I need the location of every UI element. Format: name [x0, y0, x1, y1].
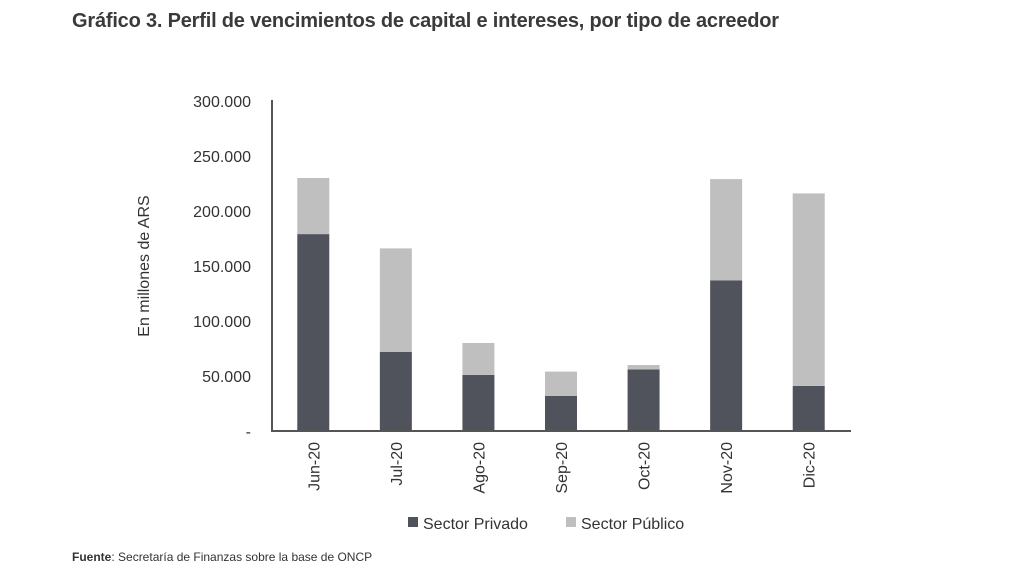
x-tick-label: Jul-20: [389, 442, 406, 486]
bar-sector-privado-ago-20: [462, 374, 495, 431]
legend-swatch: [566, 517, 576, 527]
bar-sector-publico-jul-20: [379, 248, 412, 352]
x-tick-label: Ago-20: [471, 442, 488, 494]
bar-sector-publico-oct-20: [627, 365, 660, 370]
y-tick-label: 300.000: [193, 94, 251, 111]
x-tick-label: Sep-20: [554, 442, 571, 494]
bar-sector-publico-dic-20: [792, 193, 825, 386]
legend: Sector Privado Sector Público: [408, 516, 684, 533]
bar-sector-publico-jun-20: [297, 178, 330, 235]
x-tick-label: Nov-20: [719, 442, 736, 494]
x-tick-label: Jun-20: [306, 442, 323, 491]
y-tick-label: 200.000: [193, 204, 251, 221]
bar-sector-privado-sep-20: [545, 395, 577, 431]
bar-sector-publico-nov-20: [710, 179, 743, 281]
y-tick-label: 150.000: [193, 259, 251, 276]
y-tick-labels: - 50.000 100.000 150.000 200.000 250.000 300.0…: [193, 94, 251, 441]
bars: [297, 178, 825, 431]
y-tick-label: -: [246, 424, 251, 441]
x-tick-label: Oct-20: [637, 442, 654, 490]
chart-title: Gráfico 3. Perfil de vencimientos de cap…: [72, 10, 779, 32]
bar-sector-privado-oct-20: [627, 369, 660, 431]
source-text: : Secretaría de Finanzas sobre la base d…: [111, 550, 373, 564]
y-axis-label: En millones de ARS: [136, 195, 153, 336]
bar-sector-privado-nov-20: [710, 280, 743, 431]
x-tick-labels: Jun-20 Jul-20 Ago-20 Sep-20 Oct-20 Nov-20 Dic-…: [306, 442, 818, 494]
y-tick-label: 100.000: [193, 314, 251, 331]
source-note: Fuente: Secretaría de Finanzas sobre la …: [72, 550, 372, 564]
bar-sector-publico-sep-20: [545, 371, 577, 396]
y-tick-label: 250.000: [193, 149, 251, 166]
bar-sector-publico-ago-20: [462, 343, 495, 375]
source-label: Fuente: [72, 550, 112, 564]
bar-sector-privado-dic-20: [792, 385, 825, 431]
bar-sector-privado-jul-20: [379, 351, 412, 431]
x-tick-label: Dic-20: [802, 442, 819, 488]
legend-label: Sector Privado: [423, 516, 528, 533]
legend-label: Sector Público: [581, 516, 684, 533]
y-tick-label: 50.000: [202, 369, 251, 386]
legend-swatch: [408, 517, 418, 527]
bar-sector-privado-jun-20: [297, 234, 330, 431]
